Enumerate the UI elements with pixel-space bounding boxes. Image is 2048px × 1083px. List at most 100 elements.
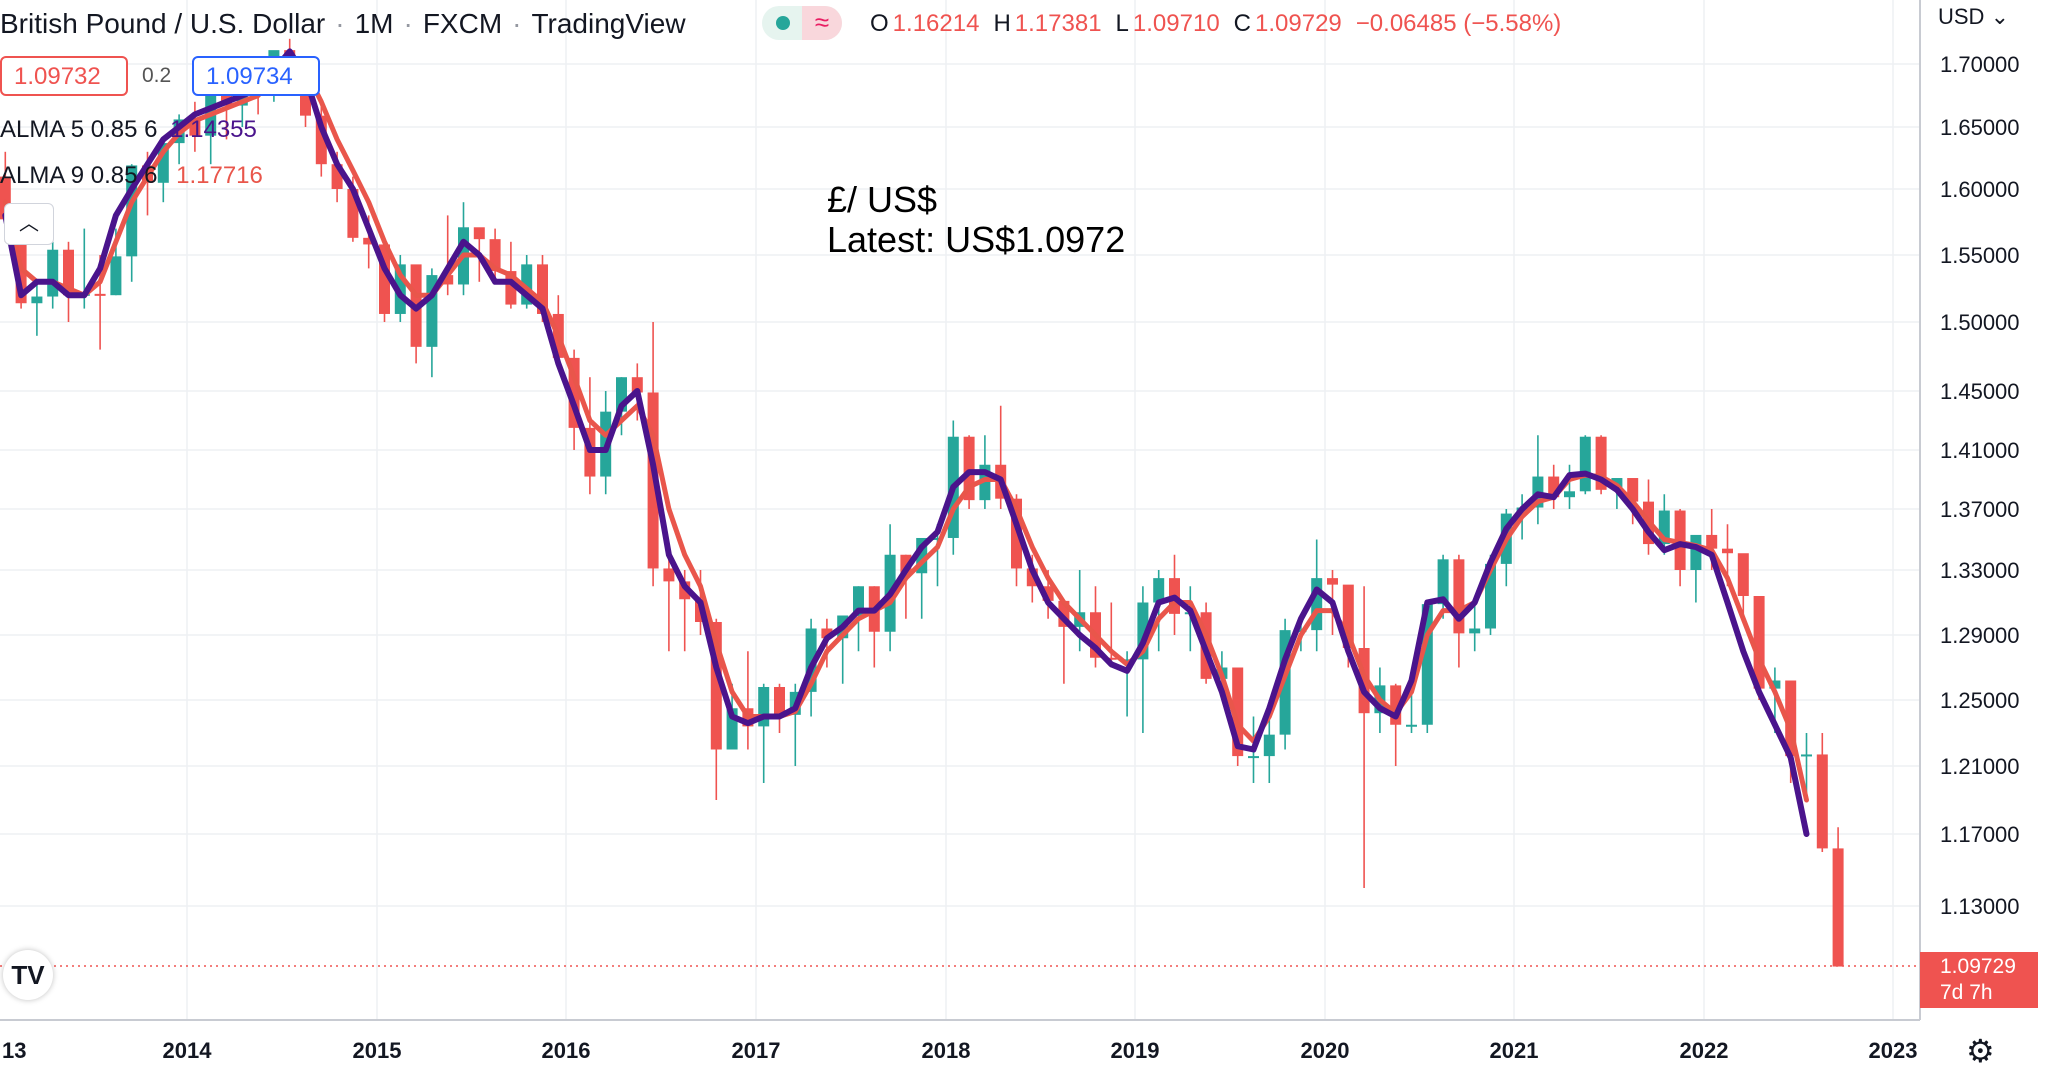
price-tick-label: 1.65000: [1940, 115, 2020, 140]
candle-body: [315, 115, 327, 165]
candle-body: [1011, 498, 1022, 569]
candle-body: [157, 143, 169, 183]
candle-body: [1058, 600, 1070, 627]
candle-body: [1469, 628, 1481, 634]
time-tick-label: 2018: [922, 1038, 971, 1063]
candle-body: [1421, 604, 1433, 725]
symbol-name[interactable]: British Pound / U.S. Dollar: [0, 8, 326, 39]
candle-body: [1105, 657, 1117, 660]
interval[interactable]: 1M: [354, 8, 394, 39]
price-tick-label: 1.25000: [1940, 688, 2020, 713]
time-tick-label: 13: [2, 1038, 26, 1063]
candle-body: [805, 628, 817, 692]
candle-body: [1658, 510, 1670, 545]
candle-body: [94, 293, 106, 296]
candle-body: [489, 239, 501, 272]
market-status-pill[interactable]: ≈: [762, 6, 842, 40]
time-tick-label: 2014: [163, 1038, 213, 1063]
candle-body: [568, 357, 580, 428]
candle-body: [1121, 659, 1133, 662]
tradingview-logo-icon[interactable]: TV: [3, 950, 53, 1000]
candle-body: [631, 377, 643, 393]
price-tick-label: 1.13000: [1940, 894, 2020, 919]
candle-body: [189, 119, 201, 136]
candle-body: [1801, 754, 1812, 757]
candle-body: [900, 554, 912, 574]
candle-body: [1248, 756, 1259, 759]
candle-body: [363, 237, 375, 245]
collapse-legend-button[interactable]: ︿: [4, 203, 54, 245]
symbol-header[interactable]: British Pound / U.S. Dollar · 1M · FXCM …: [0, 4, 686, 44]
chevron-down-icon: ⌄: [1990, 4, 2010, 29]
alma-lines: [2, 48, 1810, 837]
chart-grid: [0, 0, 1920, 1020]
buy-button[interactable]: 1.09734: [192, 56, 320, 96]
sell-button[interactable]: 1.09732: [0, 56, 128, 96]
candle-body: [1342, 584, 1354, 648]
indicator-alma-5[interactable]: ALMA 5 0.85 6 1.14355: [0, 116, 257, 144]
time-axis-labels: 13 2014 2015 2016 2017 2018 2019 2020 2021 2022 20…: [2, 1038, 1917, 1063]
candle-body: [300, 79, 311, 116]
exchange: FXCM: [422, 8, 503, 39]
close-value: 1.09729: [1255, 10, 1342, 37]
candle-body: [1042, 586, 1054, 601]
low-value: 1.09710: [1132, 10, 1220, 37]
price-tick-label: 1.21000: [1940, 754, 2020, 779]
price-tick-label: 1.70000: [1940, 52, 2020, 77]
candle-body: [31, 296, 43, 304]
candle-body: [726, 708, 738, 750]
last-price: 1.09729: [1940, 955, 2016, 978]
open-value: 1.16214: [892, 10, 980, 37]
candle-body: [47, 249, 59, 297]
candle-body: [379, 244, 390, 314]
gear-icon[interactable]: ⚙: [1966, 1033, 1995, 1069]
candle-body: [331, 164, 343, 189]
candle-body: [710, 622, 722, 750]
candle-body: [126, 165, 138, 257]
chart-annotation: £/ US$ Latest: US$1.0972: [827, 180, 1125, 260]
indicator-label: ALMA 5 0.85 6: [0, 116, 158, 143]
candle-body: [442, 275, 454, 285]
candle-body: [0, 176, 11, 220]
annotation-title: £/ US$: [827, 179, 938, 220]
ohlc-key: H: [993, 10, 1011, 37]
high-value: 1.17381: [1014, 10, 1102, 37]
price-tick-label: 1.50000: [1940, 310, 2020, 335]
time-tick-label: 2016: [542, 1038, 591, 1063]
time-tick-label: 2022: [1680, 1038, 1729, 1063]
currency-selector[interactable]: USD ⌄: [1938, 4, 2009, 30]
separator: ·: [335, 8, 345, 39]
candle-body: [932, 537, 943, 540]
indicator-label: ALMA 9 0.85 6: [0, 162, 158, 189]
currency-label: USD: [1938, 4, 1985, 29]
time-tick-label: 2023: [1869, 1038, 1918, 1063]
last-price-label: 1.09729 7d 7h: [1920, 952, 2038, 1008]
candle-body: [916, 537, 928, 574]
price-tick-label: 1.29000: [1940, 623, 2020, 648]
candle-body: [394, 264, 406, 314]
candle-body: [1232, 667, 1244, 757]
candle-body: [1026, 568, 1038, 587]
price-tick-label: 1.37000: [1940, 497, 2020, 522]
ohlc-readout: O 1.16214 H 1.17381 L 1.09710 C 1.09729 −0.0…: [870, 4, 1575, 44]
time-tick-label: 2021: [1490, 1038, 1539, 1063]
spread-value: 0.2: [142, 64, 172, 87]
candle-body: [1785, 680, 1797, 757]
indicator-alma-9[interactable]: ALMA 9 0.85 6 1.17716: [0, 162, 263, 190]
time-tick-label: 2020: [1301, 1038, 1350, 1063]
price-axis-labels: 1.70000 1.65000 1.60000 1.55000 1.50000 1.450…: [1940, 52, 2020, 919]
candle-body: [963, 436, 975, 501]
chevron-up-icon: ︿: [19, 213, 39, 235]
candle-body: [1263, 734, 1275, 757]
candle-body: [1311, 578, 1323, 631]
candle-body: [979, 464, 991, 501]
price-tick-label: 1.45000: [1940, 379, 2020, 404]
price-tick-label: 1.33000: [1940, 558, 2020, 583]
candle-body: [1153, 578, 1165, 603]
wave-icon[interactable]: ≈: [802, 6, 842, 40]
time-tick-label: 2017: [732, 1038, 781, 1063]
bar-countdown: 7d 7h: [1940, 981, 1993, 1004]
candle-body: [521, 264, 533, 305]
candle-body: [1690, 534, 1702, 570]
